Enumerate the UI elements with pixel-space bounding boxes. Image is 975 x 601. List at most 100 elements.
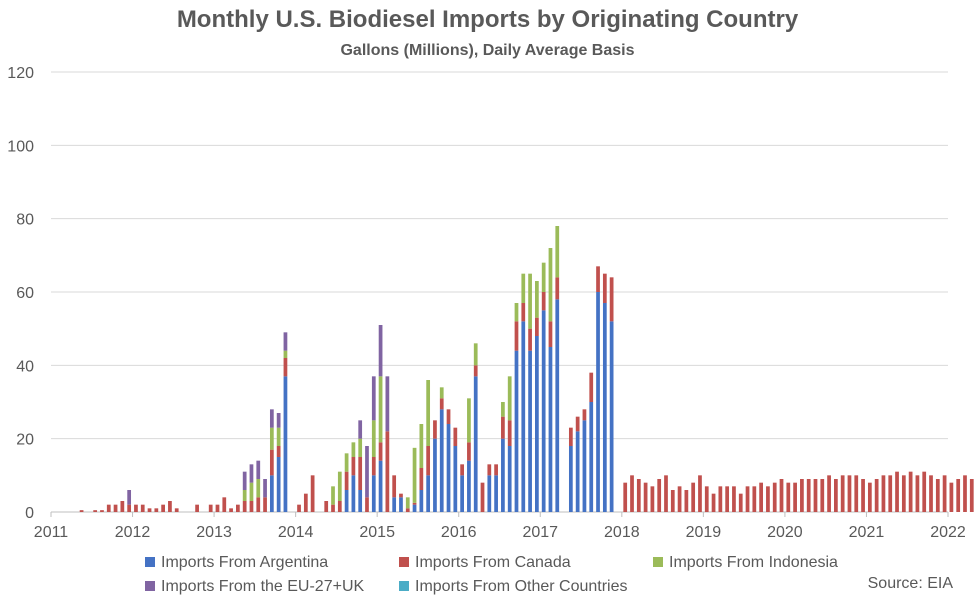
bar-segment-indonesia	[507, 376, 512, 421]
bar-segment-canada	[650, 486, 655, 512]
bar-segment-canada	[113, 504, 118, 512]
bar-segment-argentina	[419, 490, 424, 512]
bar-segment-argentina	[460, 475, 464, 512]
bar-segment-canada	[385, 431, 390, 512]
bar-segment-canada	[548, 321, 553, 347]
bar-segment-canada	[541, 292, 546, 311]
bar-segment-canada	[419, 468, 424, 490]
bar-segment-canada	[568, 427, 573, 446]
bar-segment-indonesia	[528, 273, 532, 329]
legend-label-eu: Imports From the EU-27+UK	[161, 578, 365, 595]
legend-item-argentina: Imports From Argentina	[145, 554, 328, 572]
bar-segment-canada	[738, 493, 743, 512]
bar-segment-canada	[79, 510, 84, 512]
bar-segment-canada	[704, 486, 709, 512]
x-tick-label: 2021	[849, 524, 885, 541]
bar-segment-argentina	[602, 303, 607, 512]
bar-segment-argentina	[269, 475, 274, 512]
bar-segment-argentina	[399, 497, 403, 512]
bar-segment-canada	[657, 479, 662, 512]
bar-segment-indonesia	[535, 281, 539, 318]
bar-segment-indonesia	[501, 402, 505, 417]
bar-segment-canada	[283, 358, 288, 377]
bar-segment-canada	[555, 277, 560, 300]
bar-segment-canada	[718, 486, 723, 512]
bar-segment-argentina	[487, 475, 492, 512]
bar-segment-indonesia	[467, 398, 471, 443]
bar-segment-canada	[453, 427, 458, 446]
bar-segment-canada	[793, 482, 797, 512]
bar-segment-canada	[222, 497, 227, 512]
bar-segment-canada	[867, 482, 872, 512]
bar-segment-indonesia	[351, 442, 356, 457]
bar-segment-indonesia	[426, 380, 431, 446]
bar-segment-canada	[208, 504, 213, 512]
bar-segment-argentina	[535, 336, 539, 512]
bar-segment-canada	[772, 482, 777, 512]
bar-segment-argentina	[589, 402, 594, 512]
bar-segment-canada	[256, 497, 261, 512]
bar-segment-canada	[915, 475, 920, 512]
x-tick-label: 2020	[767, 524, 803, 541]
x-tick-label: 2013	[196, 524, 232, 541]
y-tick-label: 40	[16, 358, 34, 375]
bar-segment-canada	[501, 416, 505, 439]
bar-segment-argentina	[426, 475, 431, 512]
bar-segment-argentina	[528, 350, 532, 512]
bar-segment-canada	[677, 486, 682, 512]
bar-segment-argentina	[371, 475, 376, 512]
bar-segment-canada	[412, 502, 417, 505]
bar-segment-canada	[929, 475, 933, 512]
bar-segment-indonesia	[541, 262, 546, 292]
legend-swatch-argentina	[145, 557, 155, 567]
bar-segment-canada	[901, 475, 906, 512]
bar-segment-canada	[331, 504, 335, 512]
bar-segment-canada	[725, 486, 730, 512]
bar-segment-canada	[691, 482, 696, 512]
bar-segment-argentina	[453, 446, 458, 512]
bar-segment-canada	[888, 475, 893, 512]
bar-segment-indonesia	[242, 490, 247, 501]
bar-segment-canada	[426, 446, 431, 476]
bar-segment-canada	[365, 497, 369, 512]
bar-segment-canada	[942, 475, 947, 512]
bar-segment-canada	[847, 475, 852, 512]
y-tick-label: 80	[16, 212, 34, 229]
y-tick-label: 100	[7, 138, 34, 155]
y-tick-label: 0	[25, 505, 34, 522]
bar-segment-canada	[324, 501, 329, 512]
y-tick-label: 20	[16, 432, 34, 449]
bar-segment-canada	[514, 321, 519, 351]
bar-segment-argentina	[392, 497, 397, 512]
bar-segment-canada	[378, 442, 383, 461]
bar-segment-canada	[732, 486, 736, 512]
bar-segment-canada	[895, 471, 899, 512]
bar-segment-indonesia	[412, 447, 417, 503]
bar-segment-canada	[609, 277, 614, 322]
bar-segment-canada	[908, 471, 913, 512]
bar-segment-canada	[963, 475, 967, 512]
bar-segment-argentina	[283, 376, 288, 512]
bar-segment-canada	[922, 471, 927, 512]
bar-segment-canada	[664, 475, 668, 512]
bar-segment-canada	[249, 501, 254, 512]
bar-segment-canada	[134, 504, 138, 512]
bar-segment-canada	[636, 479, 641, 512]
bar-segment-canada	[786, 482, 791, 512]
bar-segment-canada	[215, 504, 220, 512]
bar-segment-argentina	[568, 446, 573, 512]
bar-segment-canada	[643, 482, 648, 512]
legend-item-eu: Imports From the EU-27+UK	[145, 578, 364, 596]
bar-segment-eu	[249, 464, 254, 483]
bar-segment-canada	[874, 479, 879, 512]
bar-segment-canada	[827, 475, 831, 512]
bar-segment-eu	[269, 409, 274, 428]
legend-item-indonesia: Imports From Indonesia	[653, 554, 838, 572]
bar-segment-canada	[684, 490, 689, 512]
bar-segment-indonesia	[548, 248, 553, 322]
bar-segment-canada	[854, 475, 859, 512]
bar-segment-canada	[174, 508, 179, 512]
x-tick-label: 2016	[441, 524, 477, 541]
bar-segment-argentina	[351, 475, 356, 512]
x-tick-label: 2014	[278, 524, 314, 541]
